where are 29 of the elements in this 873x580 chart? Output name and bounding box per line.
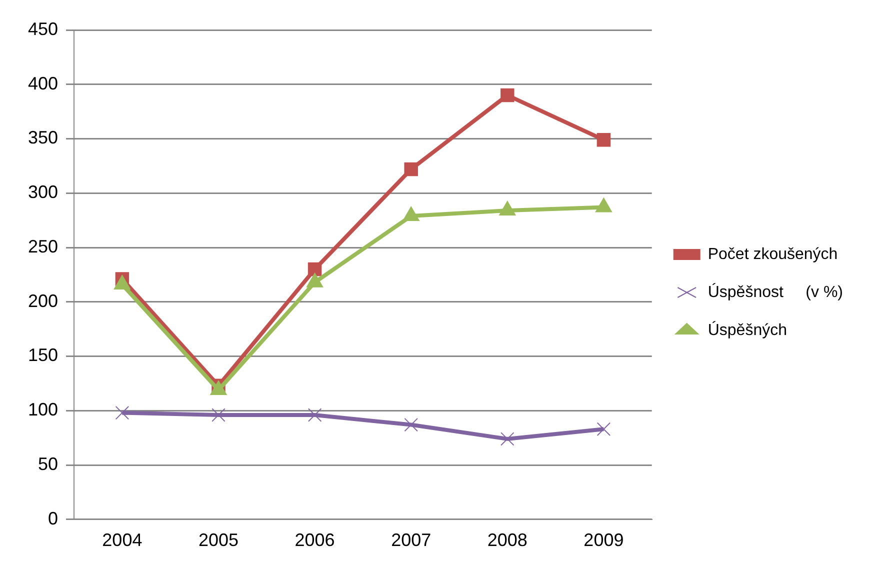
point: [404, 162, 418, 176]
y-tick-label: 450: [28, 18, 58, 39]
y-tick-label: 50: [38, 454, 58, 474]
x-tick-label: 2004: [102, 530, 142, 550]
y-tick-label: 200: [28, 290, 58, 311]
x-tick-label: 2008: [487, 530, 528, 550]
y-tick-label: 250: [28, 236, 58, 256]
legend-label: Počet zkoušených: [708, 246, 838, 263]
y-tick-label: 150: [28, 345, 58, 366]
point: [212, 408, 226, 422]
x-tick-label: 2007: [391, 530, 432, 550]
point: [596, 132, 611, 147]
point: [115, 406, 130, 420]
legend-label: Úspěšnost (v %): [708, 282, 844, 301]
x-tick-label: 2005: [198, 530, 239, 550]
point: [596, 422, 611, 436]
point: [500, 88, 514, 102]
x-tick-label: 2009: [584, 530, 624, 550]
y-tick-label: 0: [48, 508, 58, 528]
y-tick-label: 400: [28, 73, 58, 94]
point: [404, 418, 418, 432]
y-tick-label: 100: [28, 400, 58, 420]
legend-label: Úspěšných: [708, 320, 788, 339]
y-tick-label: 350: [28, 128, 58, 148]
point: [500, 432, 514, 446]
point: [308, 408, 322, 422]
y-tick-label: 300: [28, 182, 58, 202]
x-tick-label: 2006: [294, 530, 335, 550]
point: [308, 262, 322, 276]
